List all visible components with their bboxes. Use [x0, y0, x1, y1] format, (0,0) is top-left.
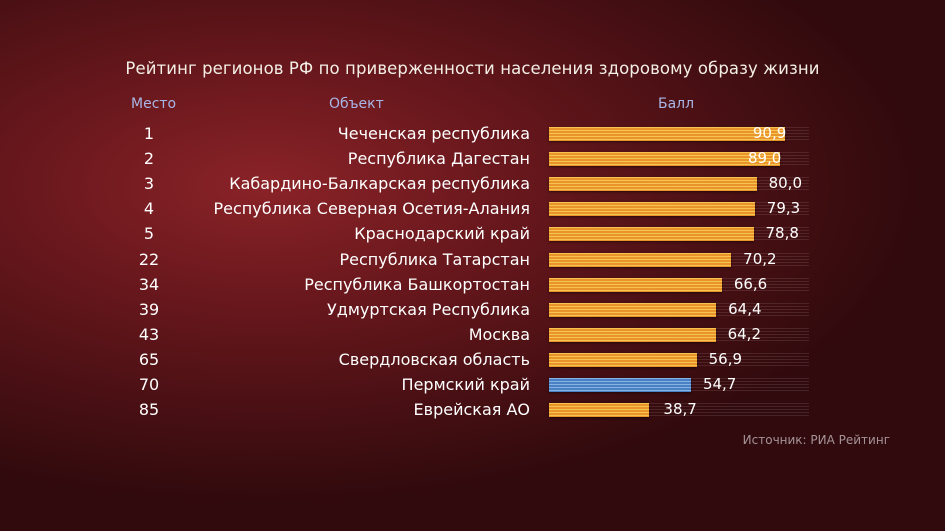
- bar: [549, 403, 650, 418]
- table-row: 5 Краснодарский край 78,8: [0, 221, 945, 246]
- bar: [549, 227, 754, 242]
- row-place: 1: [143, 124, 155, 143]
- row-place: 22: [138, 249, 160, 269]
- chart-title: Рейтинг регионов РФ по приверженности на…: [125, 59, 820, 78]
- row-place: 39: [138, 299, 160, 319]
- bar-value-label: 78,8: [765, 224, 799, 243]
- bar: [549, 177, 757, 192]
- row-place: 2: [143, 149, 155, 169]
- row-region-name: Еврейская АО: [413, 400, 530, 420]
- row-region-name: Республика Башкортостан: [304, 274, 530, 294]
- row-region-name: Чеченская республика: [337, 124, 530, 143]
- bar: [549, 302, 717, 317]
- bar-value-label: 90,9: [752, 124, 787, 142]
- bar: [549, 127, 785, 141]
- row-region-name: Москва: [468, 324, 530, 344]
- table-row: 3 Кабардино-Балкарская республика 80,0: [0, 171, 945, 196]
- bar-highlighted: [549, 378, 691, 392]
- source-note: Источник: РИА Рейтинг: [742, 433, 890, 447]
- row-place: 3: [143, 174, 155, 194]
- bar: [549, 202, 755, 217]
- row-place: 5: [143, 224, 155, 244]
- bar: [549, 252, 732, 267]
- bar-value-label: 64,2: [727, 324, 761, 343]
- row-place: 70: [138, 375, 160, 394]
- bar-value-label: 66,6: [733, 274, 768, 293]
- bar-value-label: 89,0: [747, 149, 782, 168]
- table-row: 1 Чеченская республика 90,9: [0, 121, 945, 146]
- table-row: 34 Республика Башкортостан 66,6: [0, 272, 945, 297]
- bar-value-label: 70,2: [743, 249, 777, 268]
- table-row: 85 Еврейская АО 38,7: [0, 397, 945, 422]
- bar-value-label: 80,0: [768, 174, 802, 193]
- bar-value-label: 38,7: [663, 400, 697, 419]
- table-row: 70 Пермский край 54,7: [0, 372, 945, 397]
- table-row: 22 Республика Татарстан 70,2: [0, 247, 945, 272]
- row-region-name: Свердловская область: [338, 349, 530, 369]
- column-header-place: Место: [131, 96, 177, 112]
- table-row: 39 Удмуртская Республика 64,4: [0, 297, 945, 322]
- table-row: 4 Республика Северная Осетия-Алания 79,3: [0, 196, 945, 221]
- bar: [549, 327, 716, 342]
- bar: [549, 352, 697, 367]
- row-region-name: Краснодарский край: [354, 224, 530, 244]
- row-region-name: Республика Дагестан: [347, 149, 530, 169]
- table-row: 65 Свердловская область 56,9: [0, 347, 945, 372]
- row-place: 85: [138, 400, 160, 420]
- bar-value-label: 56,9: [708, 349, 743, 368]
- table-row: 43 Москва 64,2: [0, 322, 945, 347]
- row-place: 4: [143, 199, 155, 219]
- row-place: 65: [138, 349, 160, 369]
- row-region-name: Пермский край: [401, 375, 530, 394]
- row-region-name: Республика Северная Осетия-Алания: [213, 199, 531, 219]
- bar-value-label: 64,4: [728, 299, 762, 318]
- row-region-name: Кабардино-Балкарская республика: [229, 174, 530, 194]
- table-row: 2 Республика Дагестан 89,0: [0, 146, 945, 171]
- column-header-score: Балл: [658, 96, 695, 112]
- bar: [549, 277, 722, 292]
- column-header-object: Объект: [329, 96, 384, 112]
- row-place: 34: [138, 274, 160, 294]
- bar: [549, 152, 780, 167]
- bar-value-label: 54,7: [702, 375, 737, 393]
- row-region-name: Удмуртская Республика: [327, 299, 530, 319]
- row-region-name: Республика Татарстан: [339, 249, 530, 269]
- row-place: 43: [138, 324, 160, 344]
- bar-value-label: 79,3: [766, 199, 801, 218]
